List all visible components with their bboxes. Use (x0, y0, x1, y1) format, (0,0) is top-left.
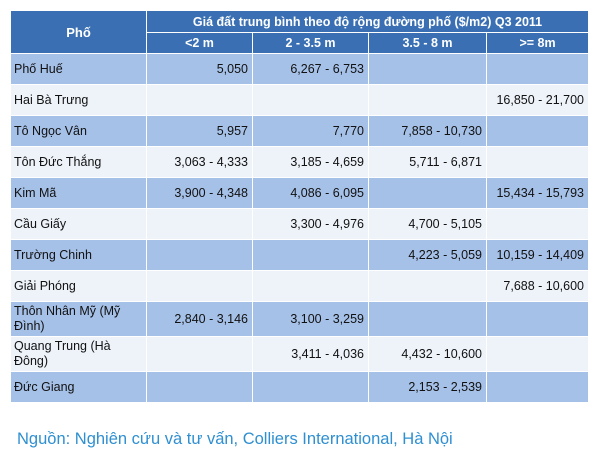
price-cell (146, 208, 253, 240)
price-cell: 5,711 - 6,871 (368, 146, 487, 178)
price-cell: 7,770 (252, 115, 369, 147)
price-cell (485, 208, 590, 240)
price-cell (368, 177, 487, 209)
price-cell: 2,153 - 2,539 (368, 371, 487, 403)
price-cell: 4,223 - 5,059 (368, 239, 487, 271)
street-name-cell: Trường Chinh (10, 239, 147, 271)
street-name-cell: Hai Bà Trưng (10, 84, 147, 116)
price-cell: 3,900 - 4,348 (146, 177, 253, 209)
width-column-header: <2 m (146, 32, 253, 54)
street-name-cell: Thôn Nhân Mỹ (Mỹ Đình) (10, 301, 147, 337)
table-row: Hai Bà Trưng 16,850 - 21,700 (10, 84, 590, 116)
table-row: Giải Phóng 7,688 - 10,600 (10, 270, 590, 302)
street-column-header: Phố (10, 10, 147, 54)
table-row: Tô Ngọc Vân 5,957 7,770 7,858 - 10,730 (10, 115, 590, 147)
price-cell: 5,957 (146, 115, 253, 147)
table-row: Quang Trung (Hà Đông) 3,411 - 4,036 4,432 … (10, 336, 590, 372)
price-cell (146, 270, 253, 302)
price-cell: 6,267 - 6,753 (252, 53, 369, 85)
table-row: Cầu Giấy 3,300 - 4,976 4,700 - 5,105 (10, 208, 590, 240)
land-price-table: Phố Giá đất trung bình theo độ rộng đườn… (10, 10, 590, 403)
price-cell (485, 336, 590, 372)
price-cell (368, 301, 487, 337)
price-cell: 7,688 - 10,600 (485, 270, 590, 302)
width-column-header: >= 8m (485, 32, 590, 54)
price-cell (146, 84, 253, 116)
price-cell (485, 371, 590, 403)
street-name-cell: Giải Phóng (10, 270, 147, 302)
price-cell: 2,840 - 3,146 (146, 301, 253, 337)
price-cell: 3,411 - 4,036 (252, 336, 369, 372)
price-cell (368, 270, 487, 302)
price-table-container: Phố Giá đất trung bình theo độ rộng đườn… (10, 10, 590, 403)
street-name-cell: Kim Mã (10, 177, 147, 209)
price-cell: 4,700 - 5,105 (368, 208, 487, 240)
street-name-cell: Quang Trung (Hà Đông) (10, 336, 147, 372)
price-cell: 4,086 - 6,095 (252, 177, 369, 209)
price-cell (485, 53, 590, 85)
street-name-cell: Tôn Đức Thắng (10, 146, 147, 178)
table-row: Đức Giang 2,153 - 2,539 (10, 371, 590, 403)
price-cell (252, 371, 369, 403)
price-cell: 3,063 - 4,333 (146, 146, 253, 178)
price-cell: 3,185 - 4,659 (252, 146, 369, 178)
table-row: Tôn Đức Thắng 3,063 - 4,333 3,185 - 4,659 5… (10, 146, 590, 178)
price-cell (485, 146, 590, 178)
price-cell (146, 336, 253, 372)
table-row: Trường Chinh 4,223 - 5,059 10,159 - 14,409 (10, 239, 590, 271)
street-name-cell: Đức Giang (10, 371, 147, 403)
price-cell (485, 301, 590, 337)
width-column-header: 2 - 3.5 m (252, 32, 369, 54)
price-cell (146, 371, 253, 403)
table-row: Phố Huế 5,050 6,267 - 6,753 (10, 53, 590, 85)
table-row: Kim Mã 3,900 - 4,348 4,086 - 6,095 15,434 -… (10, 177, 590, 209)
price-cell (252, 270, 369, 302)
price-cell: 3,300 - 4,976 (252, 208, 369, 240)
table-body: Phố Huế 5,050 6,267 - 6,753 Hai Bà Trưng 16,… (10, 53, 590, 403)
source-note: Nguồn: Nghiên cứu và tư vấn, Colliers In… (17, 430, 453, 448)
width-column-header: 3.5 - 8 m (368, 32, 487, 54)
price-cell: 4,432 - 10,600 (368, 336, 487, 372)
price-cell: 3,100 - 3,259 (252, 301, 369, 337)
price-cell (485, 115, 590, 147)
price-group-header: Giá đất trung bình theo độ rộng đường ph… (145, 10, 590, 33)
price-cell (146, 239, 253, 271)
price-cell: 7,858 - 10,730 (368, 115, 487, 147)
street-name-cell: Tô Ngọc Vân (10, 115, 147, 147)
street-name-cell: Phố Huế (10, 53, 147, 85)
price-cell (368, 84, 487, 116)
table-row: Thôn Nhân Mỹ (Mỹ Đình) 2,840 - 3,146 3,100… (10, 301, 590, 337)
price-cell: 15,434 - 15,793 (485, 177, 590, 209)
price-cell (368, 53, 487, 85)
street-name-cell: Cầu Giấy (10, 208, 147, 240)
price-cell (252, 84, 369, 116)
price-cell: 16,850 - 21,700 (485, 84, 590, 116)
price-cell (252, 239, 369, 271)
price-cell: 5,050 (146, 53, 253, 85)
price-cell: 10,159 - 14,409 (485, 239, 590, 271)
